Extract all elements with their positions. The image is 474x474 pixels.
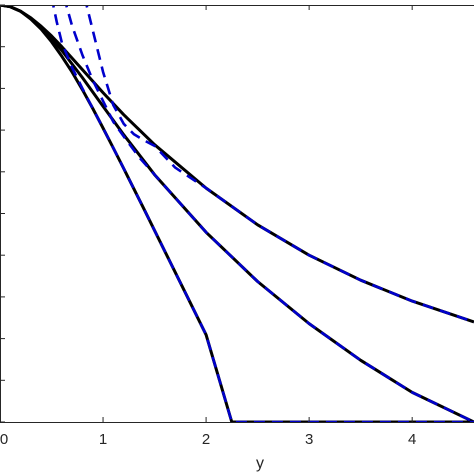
axes-layer: 0 1 2 3 4 [0,4,474,448]
dashed-curve [85,5,474,324]
x-tick-label: 4 [408,431,416,448]
x-tick-label: 2 [202,431,210,448]
x-tick-label: 3 [305,431,313,448]
solid-curve [0,5,474,324]
dashed-curve [51,5,474,422]
x-tick-label: 0 [0,431,8,448]
dashed-curve [64,5,474,422]
x-tick-label: 1 [99,431,107,448]
curves-layer [0,5,474,422]
x-axis-label: y [256,455,264,472]
